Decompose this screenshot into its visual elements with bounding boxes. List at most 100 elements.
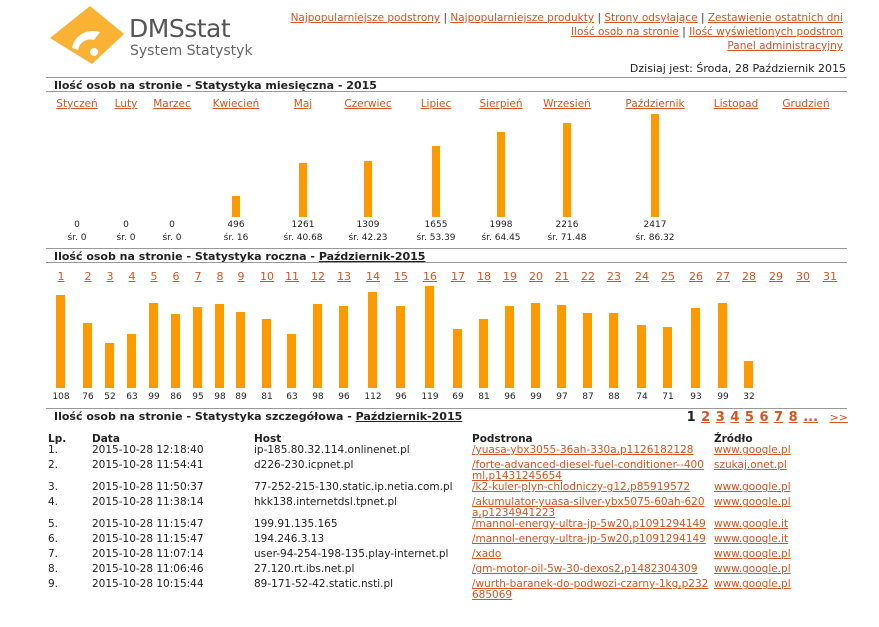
page-link[interactable]: 3 [715,410,725,425]
month-value: 2417 [643,220,667,230]
month-link[interactable]: Lipiec [420,98,452,110]
row-page-link[interactable]: /xado [472,548,502,560]
page-link[interactable]: 6 [759,410,769,425]
day-value: 99 [717,392,729,402]
daily-section-header: Ilość osob na stronie - Statystyka roczn… [46,248,847,263]
day-link[interactable]: 2 [84,270,92,283]
row-page-link[interactable]: /yuasa-ybx3055-36ah-330a,p1126182128 [472,444,694,456]
month-link[interactable]: Grudzień [782,98,830,110]
day-link[interactable]: 15 [394,270,408,283]
day-link[interactable]: 8 [216,270,224,283]
row-source-link[interactable]: www.google.pl [714,548,791,560]
day-link[interactable]: 26 [689,270,703,283]
day-link[interactable]: 10 [260,270,274,283]
nav-link-popular-pages[interactable]: Najpopularniejsze podstrony [290,12,441,24]
detail-section-header: Ilość osob na stronie - Statystyka szcze… [46,408,847,423]
day-link[interactable]: 16 [423,270,437,283]
row-source-link[interactable]: www.google.it [714,518,789,530]
page-link[interactable]: ... [803,410,819,425]
page-link[interactable]: 4 [730,410,740,425]
day-link[interactable]: 12 [311,270,325,283]
row-page-link[interactable]: /forte-advanced-diesel-fuel-conditioner-… [472,459,704,482]
row-page-link[interactable]: /gm-motor-oil-5w-30-dexos2,p1482304309 [472,563,698,575]
month-average: śr. 16 [223,233,249,243]
row-page-link[interactable]: /wurth-baranek-do-podwozi-czarny-1kg,p23… [472,578,709,601]
month-link[interactable]: Listopad [713,98,759,110]
table-row: 4. 2015-10-28 11:38:14 hkk138.internetdsl.… [46,497,847,519]
day-link[interactable]: 20 [529,270,543,283]
month-average: śr. 0 [67,233,87,243]
day-link[interactable]: 4 [128,270,136,283]
nav-link-pageviews[interactable]: Ilość wyświetlonych podstron [689,26,843,38]
row-page-link[interactable]: /mannol-energy-ultra-jp-5w20,p1091294149 [472,518,706,530]
day-link[interactable]: 11 [285,270,299,283]
row-page-link[interactable]: /k2-kuler-plyn-chlodniczy-g12,p85919572 [472,481,691,493]
dmsstat-logo[interactable] [48,4,258,64]
table-row: 9. 2015-10-28 10:15:44 89-171-52-42.static… [46,579,847,601]
page-link[interactable]: 8 [788,410,798,425]
day-link[interactable]: 28 [742,270,756,283]
day-link[interactable]: 9 [237,270,245,283]
day-link[interactable]: 1 [57,270,65,283]
day-link[interactable]: 22 [581,270,595,283]
month-link[interactable]: Maj [293,98,313,110]
day-bar [609,313,618,388]
day-link[interactable]: 21 [555,270,569,283]
page-link[interactable]: 5 [744,410,754,425]
month-link[interactable]: Styczeń [56,98,98,110]
month-link[interactable]: Czerwiec [344,98,392,110]
row-source-link[interactable]: szukaj.onet.pl [714,459,787,471]
day-link[interactable]: 30 [796,270,810,283]
day-link[interactable]: 6 [172,270,180,283]
day-value: 88 [608,392,620,402]
day-value: 108 [52,392,70,402]
detail-month-link[interactable]: Październik-2015 [355,410,463,423]
month-link[interactable]: Sierpień [479,98,523,110]
day-link[interactable]: 18 [477,270,491,283]
day-link[interactable]: 25 [661,270,675,283]
row-source-link[interactable]: www.google.pl [714,481,791,493]
day-bar [171,314,180,388]
page-link[interactable]: 7 [774,410,784,425]
row-source-link[interactable]: www.google.pl [714,563,791,575]
month-link[interactable]: Marzec [153,98,191,110]
row-page-link[interactable]: /mannol-energy-ultra-jp-5w20,p1091294149 [472,533,706,545]
month-link[interactable]: Październik [625,98,685,110]
day-link[interactable]: 24 [635,270,649,283]
day-link[interactable]: 29 [769,270,783,283]
daily-month-link[interactable]: Październik-2015 [318,250,426,263]
nav-link-popular-products[interactable]: Najpopularniejsze produkty [450,12,595,24]
page-link[interactable]: 2 [701,410,711,425]
row-source-link[interactable]: www.google.pl [714,444,791,456]
cell-zrodlo: www.google.pl [712,482,847,497]
row-source-link[interactable]: www.google.pl [714,496,791,508]
day-bar [425,286,434,388]
month-link[interactable]: Kwiecień [212,98,260,110]
row-host: 194.246.3.13 [254,533,325,545]
day-value: 98 [312,392,324,402]
row-source-link[interactable]: www.google.pl [714,578,791,590]
day-value: 63 [126,392,138,402]
month-link[interactable]: Luty [114,98,138,110]
nav-link-visitors[interactable]: Ilość osob na stronie [571,26,679,38]
day-link[interactable]: 14 [366,270,380,283]
day-bar [313,304,322,388]
row-date: 2015-10-28 11:07:14 [92,548,204,560]
row-page-link[interactable]: /akumulator-yuasa-silver-ybx5075-60ah-62… [472,496,705,519]
nav-link-referrers[interactable]: Strony odsyłające [604,12,698,24]
row-source-link[interactable]: www.google.it [714,533,789,545]
month-link[interactable]: Wrzesień [543,98,591,110]
nav-link-recent-days[interactable]: Zestawienie ostatnich dni [707,12,843,24]
day-link[interactable]: 27 [716,270,730,283]
nav-link-admin-panel[interactable]: Panel administracyjny [727,40,843,52]
next-page-link[interactable]: >> [829,411,848,424]
day-link[interactable]: 19 [503,270,517,283]
day-link[interactable]: 5 [150,270,158,283]
day-value: 32 [743,392,755,402]
day-link[interactable]: 17 [451,270,465,283]
day-link[interactable]: 3 [106,270,114,283]
day-link[interactable]: 31 [823,270,837,283]
day-link[interactable]: 23 [607,270,621,283]
day-link[interactable]: 13 [337,270,351,283]
day-link[interactable]: 7 [194,270,202,283]
